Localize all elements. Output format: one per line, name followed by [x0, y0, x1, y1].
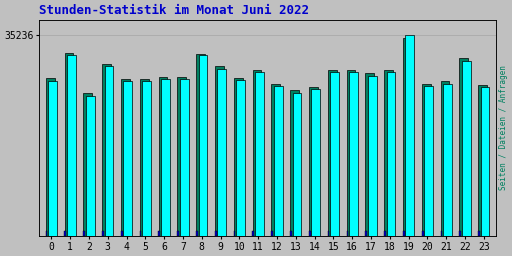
- Bar: [236, 80, 245, 236]
- Bar: [443, 83, 452, 236]
- Bar: [161, 79, 170, 236]
- Bar: [83, 231, 85, 236]
- Bar: [422, 231, 423, 236]
- Bar: [142, 81, 151, 236]
- Bar: [140, 231, 141, 236]
- Bar: [234, 78, 243, 236]
- Bar: [440, 231, 442, 236]
- Bar: [424, 86, 433, 236]
- Bar: [121, 231, 122, 236]
- Bar: [403, 38, 412, 236]
- Y-axis label: Seiten / Dateien / Anfragen: Seiten / Dateien / Anfragen: [499, 66, 508, 190]
- Bar: [48, 81, 57, 236]
- Bar: [83, 93, 92, 236]
- Bar: [196, 231, 198, 236]
- Bar: [121, 79, 130, 236]
- Bar: [196, 54, 205, 236]
- Bar: [347, 70, 355, 236]
- Bar: [102, 231, 104, 236]
- Bar: [366, 231, 367, 236]
- Bar: [271, 231, 273, 236]
- Bar: [328, 70, 336, 236]
- Bar: [441, 81, 450, 236]
- Bar: [140, 79, 148, 236]
- Bar: [274, 86, 283, 236]
- Bar: [65, 231, 66, 236]
- Bar: [123, 81, 132, 236]
- Bar: [180, 79, 188, 236]
- Bar: [309, 231, 311, 236]
- Bar: [218, 69, 226, 236]
- Bar: [46, 78, 54, 236]
- Bar: [478, 231, 480, 236]
- Bar: [347, 231, 348, 236]
- Bar: [349, 72, 358, 236]
- Bar: [233, 231, 236, 236]
- Bar: [311, 89, 320, 236]
- Bar: [384, 231, 386, 236]
- Bar: [252, 70, 261, 236]
- Bar: [406, 36, 414, 236]
- Bar: [177, 231, 179, 236]
- Bar: [159, 231, 160, 236]
- Bar: [366, 73, 374, 236]
- Bar: [104, 67, 113, 236]
- Bar: [422, 83, 431, 236]
- Bar: [309, 87, 318, 236]
- Bar: [271, 83, 280, 236]
- Bar: [387, 72, 395, 236]
- Bar: [290, 90, 299, 236]
- Text: Stunden-Statistik im Monat Juni 2022: Stunden-Statistik im Monat Juni 2022: [39, 4, 309, 17]
- Bar: [46, 231, 48, 236]
- Bar: [478, 85, 487, 236]
- Bar: [215, 67, 224, 236]
- Bar: [328, 231, 330, 236]
- Bar: [177, 77, 186, 236]
- Bar: [102, 64, 111, 236]
- Bar: [199, 55, 207, 236]
- Bar: [290, 231, 292, 236]
- Bar: [403, 231, 404, 236]
- Bar: [292, 93, 302, 236]
- Bar: [330, 72, 339, 236]
- Bar: [86, 96, 95, 236]
- Bar: [462, 61, 471, 236]
- Bar: [159, 77, 167, 236]
- Bar: [459, 58, 468, 236]
- Bar: [65, 53, 73, 236]
- Bar: [481, 87, 489, 236]
- Bar: [255, 72, 264, 236]
- Bar: [67, 55, 76, 236]
- Bar: [459, 231, 461, 236]
- Bar: [252, 231, 254, 236]
- Bar: [215, 231, 217, 236]
- Bar: [368, 76, 377, 236]
- Bar: [384, 70, 393, 236]
